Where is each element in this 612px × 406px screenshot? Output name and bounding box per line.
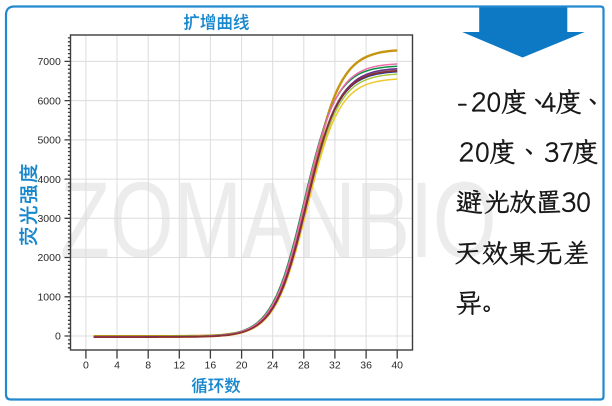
svg-text:0: 0 xyxy=(83,360,89,372)
svg-text:12: 12 xyxy=(173,360,185,372)
svg-text:40: 40 xyxy=(391,360,403,372)
svg-text:4000: 4000 xyxy=(37,174,61,186)
svg-text:ZOMANBIO: ZOMANBIO xyxy=(60,160,497,281)
svg-text:3000: 3000 xyxy=(37,213,61,225)
svg-text:5000: 5000 xyxy=(37,135,61,147)
svg-text:4: 4 xyxy=(114,360,120,372)
svg-text:16: 16 xyxy=(205,360,217,372)
svg-text:32: 32 xyxy=(329,360,341,372)
svg-text:1000: 1000 xyxy=(37,292,61,304)
svg-text:7000: 7000 xyxy=(37,56,61,68)
svg-text:24: 24 xyxy=(267,360,279,372)
svg-text:6000: 6000 xyxy=(37,95,61,107)
svg-text:2000: 2000 xyxy=(37,252,61,264)
svg-text:36: 36 xyxy=(360,360,372,372)
svg-text:0: 0 xyxy=(55,331,61,343)
svg-text:8: 8 xyxy=(145,360,151,372)
svg-text:20: 20 xyxy=(236,360,248,372)
svg-text:28: 28 xyxy=(298,360,310,372)
